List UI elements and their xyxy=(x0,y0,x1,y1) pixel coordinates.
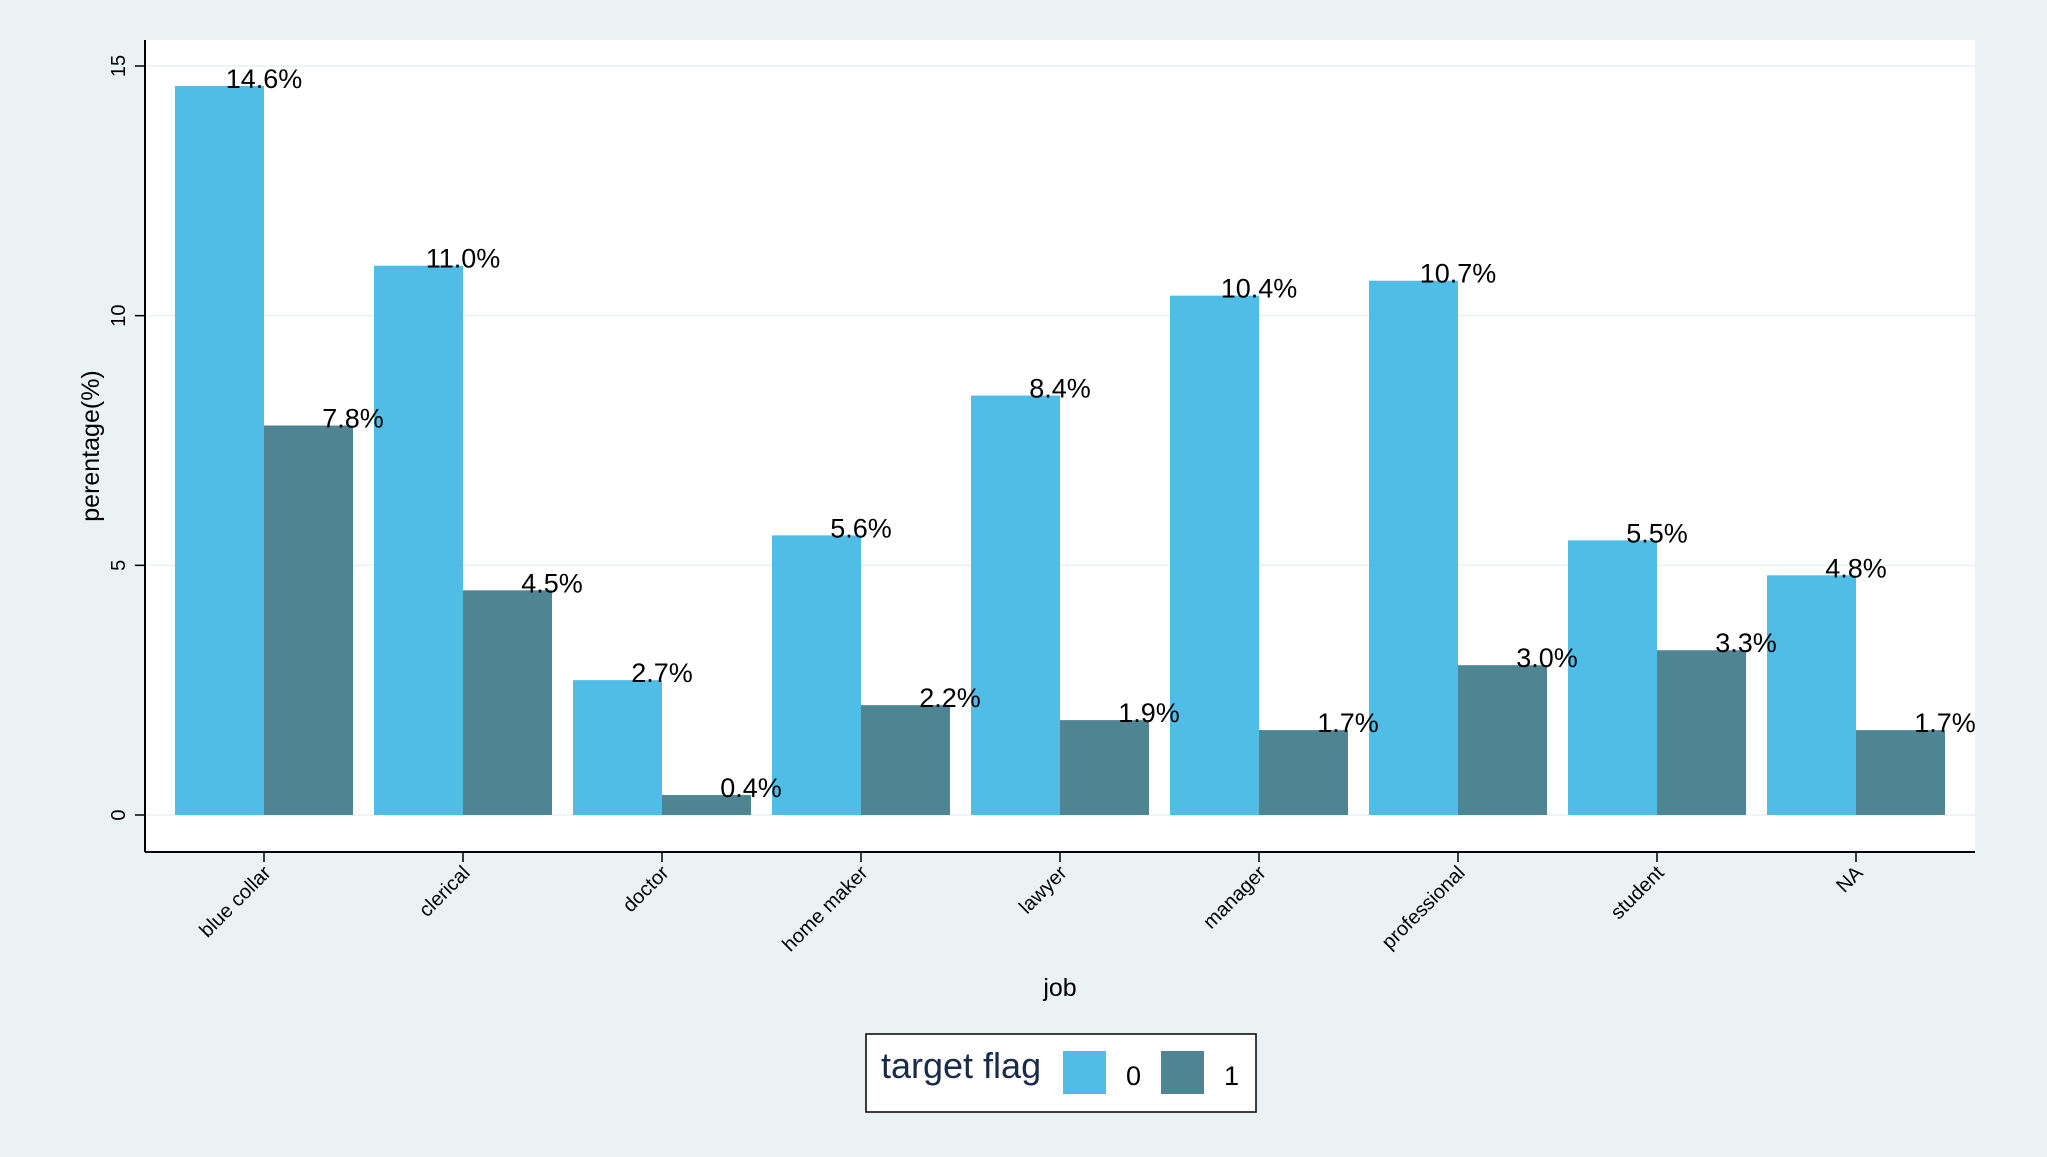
bar-0-0 xyxy=(175,85,264,816)
bars xyxy=(175,85,1945,816)
data-label-1-1: 4.5% xyxy=(521,568,583,598)
legend-swatch-0 xyxy=(1063,1051,1106,1094)
y-axis-ticks: 0 5 10 15 xyxy=(108,55,145,821)
bar-0-5 xyxy=(1170,295,1259,815)
data-label-0-3: 5.6% xyxy=(830,513,892,543)
bar-0-1 xyxy=(374,265,463,815)
bar-1-4 xyxy=(1060,720,1149,815)
data-label-0-2: 2.7% xyxy=(631,658,693,688)
bar-1-2 xyxy=(662,795,751,815)
data-label-1-5: 1.7% xyxy=(1317,708,1379,738)
bar-1-3 xyxy=(861,705,950,815)
legend-label-0: 0 xyxy=(1126,1061,1141,1091)
data-label-0-6: 10.7% xyxy=(1420,259,1497,289)
x-axis-title: job xyxy=(1042,974,1076,1002)
bar-0-2 xyxy=(573,680,662,815)
bar-1-6 xyxy=(1458,665,1547,815)
legend-label-1: 1 xyxy=(1224,1061,1239,1091)
x-tick-label-2: doctor xyxy=(619,862,674,917)
legend-title: target flag xyxy=(881,1045,1041,1086)
legend-swatch-1 xyxy=(1161,1051,1204,1094)
data-label-0-7: 5.5% xyxy=(1626,518,1688,548)
bar-0-8 xyxy=(1767,575,1856,815)
y-axis-title: perentage(%) xyxy=(77,370,105,521)
data-label-1-7: 3.3% xyxy=(1715,628,1777,658)
bar-1-5 xyxy=(1259,730,1348,815)
bar-1-7 xyxy=(1657,650,1746,815)
bar-0-4 xyxy=(971,395,1060,815)
x-tick-label-5: manager xyxy=(1199,862,1271,934)
bar-0-3 xyxy=(772,535,861,815)
y-tick-label-5: 5 xyxy=(108,560,130,571)
bar-1-0 xyxy=(264,425,353,815)
legend: target flag 0 1 xyxy=(865,1033,1257,1113)
x-tick-label-4: lawyer xyxy=(1015,862,1072,919)
legend-box xyxy=(865,1033,1257,1113)
data-label-0-4: 8.4% xyxy=(1029,374,1091,404)
y-tick-label-15: 15 xyxy=(108,55,130,77)
y-tick-label-10: 10 xyxy=(108,305,130,327)
x-tick-label-8: NA xyxy=(1832,862,1868,898)
data-label-0-0: 14.6% xyxy=(226,64,303,94)
data-label-1-4: 1.9% xyxy=(1118,698,1180,728)
data-label-1-2: 0.4% xyxy=(720,773,782,803)
data-label-1-0: 7.8% xyxy=(322,404,384,434)
bar-1-1 xyxy=(463,590,552,815)
x-tick-label-3: home maker xyxy=(778,862,872,956)
data-label-0-5: 10.4% xyxy=(1221,274,1298,304)
x-tick-label-1: clerical xyxy=(415,862,475,922)
data-label-1-3: 2.2% xyxy=(919,683,981,713)
y-tick-label-0: 0 xyxy=(108,809,130,820)
x-axis-ticks: blue collar clerical doctor home maker lawye… xyxy=(196,852,1868,956)
data-label-0-8: 4.8% xyxy=(1825,553,1887,583)
x-tick-label-0: blue collar xyxy=(196,862,276,942)
data-labels: 14.6% 7.8% 11.0% 4.5% 2.7% 0.4% 5.6% 2.2% 8.4% 1.… xyxy=(226,64,1976,803)
bar-1-8 xyxy=(1856,730,1945,815)
data-label-1-8: 1.7% xyxy=(1914,708,1976,738)
bar-0-7 xyxy=(1568,540,1657,815)
data-label-0-1: 11.0% xyxy=(426,244,501,274)
x-tick-label-6: professional xyxy=(1378,862,1470,954)
data-label-1-6: 3.0% xyxy=(1516,643,1578,673)
bar-0-6 xyxy=(1369,280,1458,815)
x-tick-label-7: student xyxy=(1607,862,1669,924)
